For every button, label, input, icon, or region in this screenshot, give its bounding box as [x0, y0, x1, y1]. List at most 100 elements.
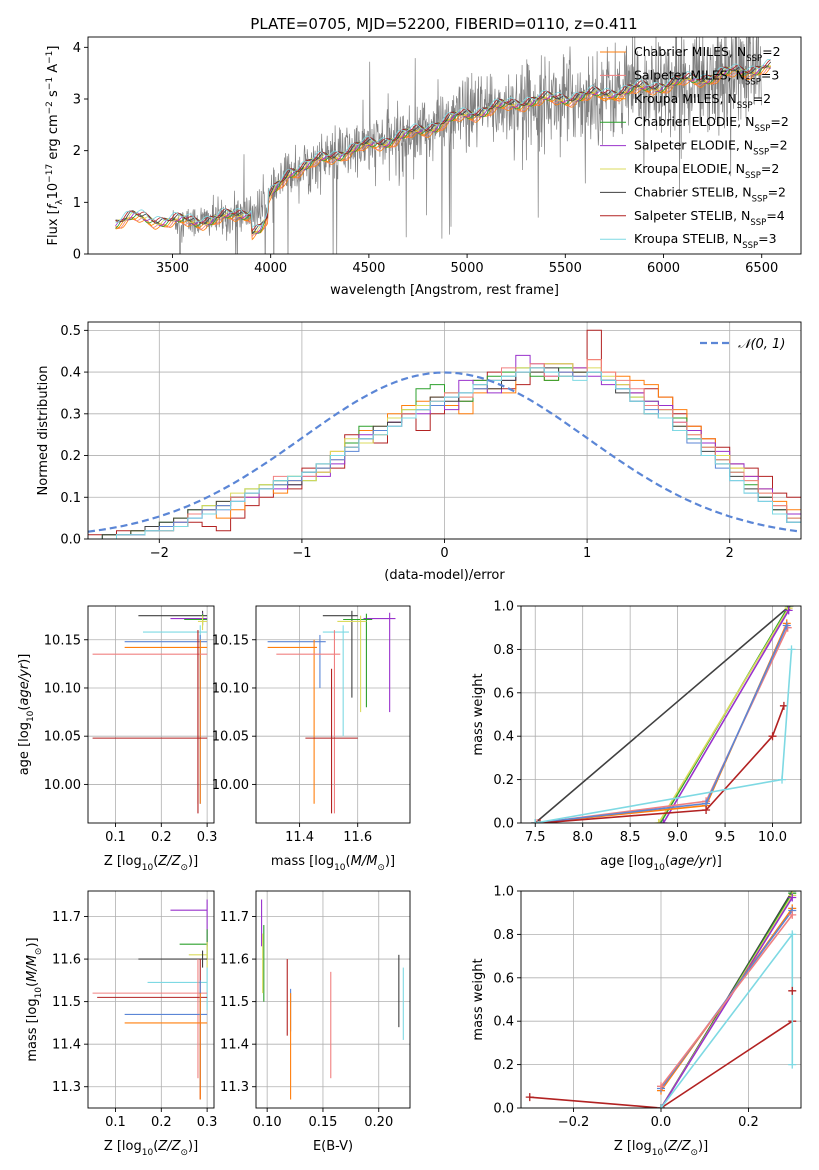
legend-value: =2 — [769, 138, 787, 153]
x-tick-label: 0.3 — [197, 830, 218, 845]
weight-marker — [702, 805, 711, 814]
x-axis-label-part: ( — [153, 854, 158, 869]
x-axis-label-part: Z [log — [104, 854, 142, 869]
y-tick-label: 10.00 — [44, 778, 81, 793]
legend-entry: Kroupa STELIB, NSSP=3 — [634, 231, 777, 251]
weight-line — [660, 914, 793, 1087]
x-tick-label: 0.3 — [197, 1115, 218, 1130]
x-axis-label-part: 10 — [653, 863, 665, 873]
y-tick-label: 0 — [73, 248, 81, 263]
legend-sub: SSP — [737, 101, 753, 111]
x-axis-label-part: ⊙ — [690, 1148, 698, 1158]
y-tick-label: 1 — [73, 196, 81, 211]
weight-line — [539, 705, 785, 823]
age-vs-Z-axes — [88, 606, 214, 823]
errorbar-point — [267, 634, 326, 688]
legend-value: =3 — [758, 231, 776, 246]
weight-line — [662, 609, 790, 823]
x-axis-label: wavelength [Angstrom, rest frame] — [330, 283, 559, 298]
errorbar-point — [147, 967, 208, 1011]
x-axis-label-part: ⊙ — [180, 863, 188, 873]
x-tick-label: 6500 — [745, 261, 778, 276]
y-tick-label: 11.7 — [52, 910, 81, 925]
y-axis-label: Flux [fλ10−17 erg cm−2 s−1 A−1] — [45, 46, 65, 246]
errorbar-point — [92, 630, 208, 814]
x-tick-label: 1 — [583, 546, 591, 561]
x-tick-label: −2 — [150, 546, 169, 561]
y-axis-label: mass weight — [471, 673, 486, 755]
weight-marker — [533, 819, 542, 823]
x-tick-label: −0.2 — [558, 1115, 590, 1130]
y-axis-label-part: −1 — [45, 77, 55, 90]
legend-sub: SSP — [745, 77, 761, 87]
x-tick-label: 11.6 — [343, 830, 372, 845]
x-axis-label-part: )] — [188, 1139, 198, 1154]
y-axis-label-part: −17 — [45, 164, 55, 183]
weight-line — [660, 897, 793, 1108]
x-tick-label: 0.2 — [151, 830, 172, 845]
mass-weight-vs-age-axes — [521, 605, 801, 824]
weight-marker — [778, 775, 787, 784]
y-tick-label: 11.6 — [52, 953, 81, 968]
x-tick-label: 0.10 — [253, 1115, 282, 1130]
y-axis-label-part: M/M — [25, 955, 40, 982]
mass-vs-Z-background — [88, 891, 214, 1108]
x-axis-label-part: )] — [712, 854, 722, 869]
observed-spectrum — [172, 37, 763, 254]
y-tick-label: 10.05 — [212, 730, 249, 745]
legend-sub: SSP — [754, 124, 770, 134]
y-tick-label: 11.4 — [220, 1038, 249, 1053]
model-spectrum-line — [115, 65, 771, 235]
y-tick-label: 2 — [73, 144, 81, 159]
y-tick-label: 0.3 — [60, 407, 81, 422]
weight-marker — [535, 819, 544, 823]
y-tick-label: 0.0 — [493, 817, 514, 832]
y-tick-label: 11.3 — [52, 1080, 81, 1095]
legend-name: Kroupa STELIB, N — [634, 231, 742, 246]
y-axis-label-part: −2 — [45, 101, 55, 114]
legend-value: =2 — [761, 161, 779, 176]
age-vs-mass-axes — [256, 606, 410, 823]
y-axis-label-part: ] — [46, 46, 61, 51]
age-vs-mass-errorbars — [267, 610, 396, 814]
x-axis-label-part: 10 — [142, 1148, 154, 1158]
weight-marker — [657, 1104, 665, 1108]
normal-curve — [88, 371, 801, 533]
x-tick-label: 9.0 — [667, 830, 688, 845]
age-vs-Z-frame: 0.1 0.2 0.3 10.00 10.05 10.10 10.15 — [44, 605, 218, 845]
mass-vs-Z-errorbars — [92, 899, 208, 1100]
y-tick-label: 11.5 — [220, 995, 249, 1010]
residuals-frame: −2 −1 0 1 2 0.0 0.1 0.2 0.3 0.4 0.5 — [60, 321, 802, 561]
mass-vs-Z-axes — [88, 891, 214, 1108]
weight-marker — [788, 930, 797, 939]
x-tick-label: 4500 — [352, 261, 385, 276]
y-tick-label: 10.10 — [44, 681, 81, 696]
x-axis-label-part: )] — [385, 854, 395, 869]
x-axis-label-part: Z [log — [614, 1139, 652, 1154]
y-axis-label-part: f — [46, 202, 61, 209]
y-tick-label: 0.5 — [60, 324, 81, 339]
residual-histograms — [88, 329, 801, 539]
x-axis-label-part: ( — [346, 854, 351, 869]
errorbar-point — [197, 615, 208, 631]
x-tick-label: 0 — [440, 546, 448, 561]
x-tick-label: 3500 — [156, 261, 189, 276]
y-tick-label: 10.00 — [212, 778, 249, 793]
figure-title: PLATE=0705, MJD=52200, FIBERID=0110, z=0… — [250, 15, 637, 33]
weight-line — [529, 1020, 793, 1108]
y-tick-label: 3 — [73, 93, 81, 108]
legend-value: =2 — [753, 91, 771, 106]
x-axis-label-part: )] — [188, 854, 198, 869]
y-axis-label-part: 10 — [34, 987, 44, 999]
mass-vs-EBV-frame: 0.10 0.15 0.20 11.3 11.4 11.5 11.6 11.7 — [220, 890, 411, 1130]
spectrum-lines — [115, 37, 772, 254]
y-tick-label: 4 — [73, 41, 81, 56]
x-tick-label: 0.20 — [364, 1115, 393, 1130]
legend-sub: SSP — [746, 54, 762, 64]
y-axis-label-part: age [log — [17, 722, 32, 775]
y-axis-label-part: ( — [17, 706, 32, 711]
y-tick-label: 0.6 — [493, 686, 514, 701]
legend-name: Chabrier ELODIE, N — [634, 114, 754, 129]
weight-marker — [768, 732, 777, 741]
x-tick-label: 7.5 — [525, 830, 546, 845]
